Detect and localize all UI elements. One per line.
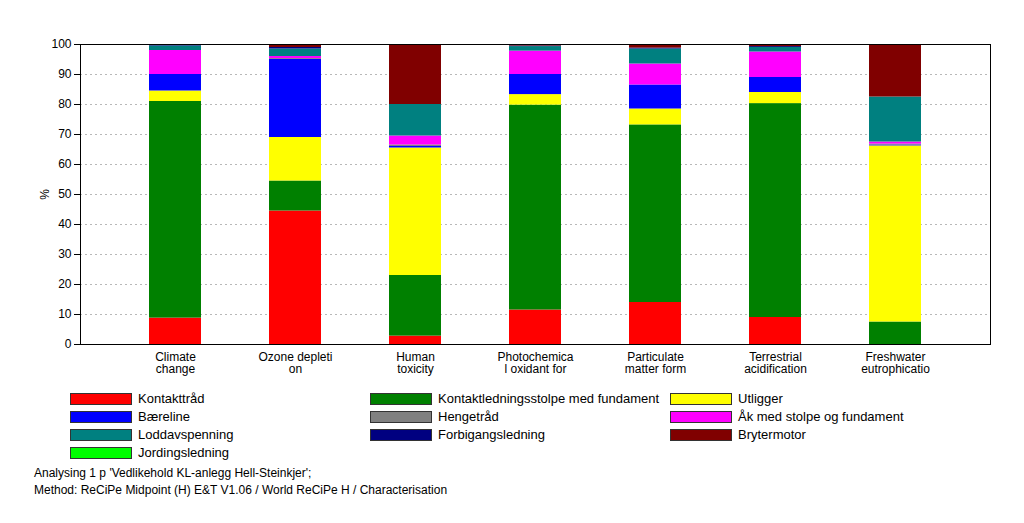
svg-text:10: 10	[58, 307, 72, 321]
html-text:Åk med stolpe og fundament: Åk med stolpe og fundament	[738, 409, 904, 424]
html-text:Utligger: Utligger	[738, 391, 783, 406]
svg-text:60: 60	[58, 157, 72, 171]
html-text:Kontaktledningsstolpe med fund: Kontaktledningsstolpe med fundament	[438, 391, 660, 406]
html-text:Method: ReCiPe Midpoint (H) E&: Method: ReCiPe Midpoint (H) E&T V1.06 / …	[34, 483, 448, 497]
html-text:Brytermotor: Brytermotor	[738, 427, 806, 442]
svg-text:%: %	[38, 189, 52, 200]
html-text:Bæreline: Bæreline	[138, 409, 190, 424]
svg-text:Photochemical oxidant for: Photochemical oxidant for	[497, 350, 573, 376]
html-text:Jordingsledning: Jordingsledning	[138, 445, 230, 460]
html-text:Analysing 1 p 'Vedlikehold KL-: Analysing 1 p 'Vedlikehold KL-anlegg Hel…	[34, 466, 312, 480]
svg-text:90: 90	[58, 67, 72, 81]
svg-text:70: 70	[58, 127, 72, 141]
html-text:Loddavspenning: Loddavspenning	[138, 427, 234, 442]
svg-text:Particulatematter form: Particulatematter form	[625, 350, 686, 376]
svg-text:100: 100	[51, 37, 71, 51]
html-text:Forbigangsledning: Forbigangsledning	[438, 427, 545, 442]
svg-text:Climatechange: Climatechange	[155, 350, 196, 376]
svg-text:80: 80	[58, 97, 72, 111]
svg-text:20: 20	[58, 277, 72, 291]
svg-text:30: 30	[58, 247, 72, 261]
svg-text:40: 40	[58, 217, 72, 231]
svg-text:Humantoxicity: Humantoxicity	[396, 350, 435, 376]
html-text:Kontakttråd: Kontakttråd	[138, 391, 205, 406]
svg-text:50: 50	[58, 187, 72, 201]
svg-text:Terrestrialacidification: Terrestrialacidification	[744, 350, 807, 376]
svg-text:Freshwatereutrophicatio: Freshwatereutrophicatio	[861, 350, 930, 376]
svg-text:Ozone depletion: Ozone depletion	[258, 350, 332, 376]
html-text:Hengetråd: Hengetråd	[438, 409, 499, 424]
svg-text:0: 0	[65, 337, 72, 351]
